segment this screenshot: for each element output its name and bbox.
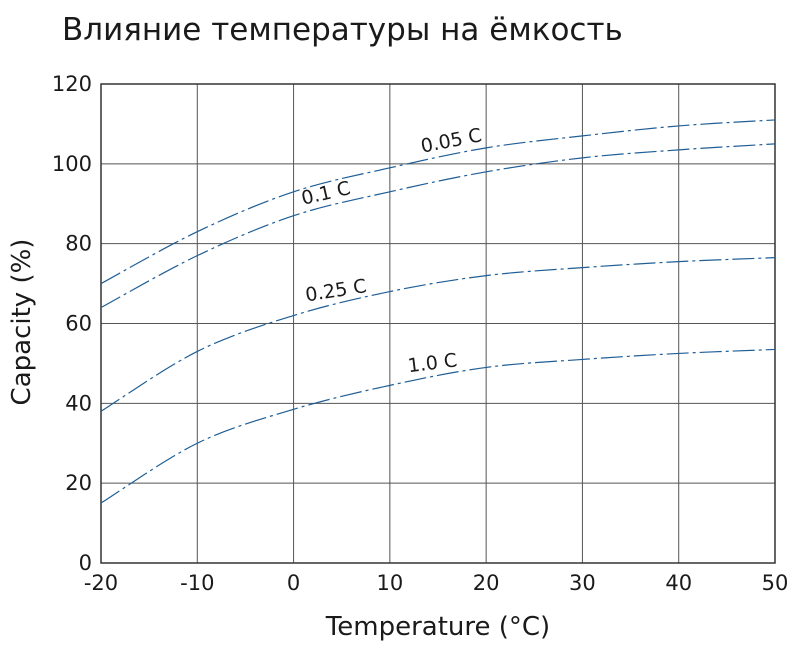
y-tick-labels: 0 20 40 60 80 100 120 [52, 72, 92, 575]
y-axis-label: Capacity (%) [7, 239, 37, 406]
y-tick-label: 80 [65, 232, 92, 256]
x-tick-label: 10 [376, 571, 403, 595]
x-axis-label: Temperature (°C) [325, 612, 550, 642]
y-tick-label: 100 [52, 152, 92, 176]
x-tick-label: 30 [569, 571, 596, 595]
x-tick-labels: -20 -10 0 10 20 30 40 50 [84, 571, 789, 595]
x-tick-label: 50 [762, 571, 789, 595]
x-tick-label: -10 [180, 571, 214, 595]
series-label: 0.1 C [299, 177, 352, 210]
x-tick-label: 0 [287, 571, 300, 595]
series-line [100, 119, 776, 285]
series-lines [100, 119, 776, 504]
grid [100, 83, 776, 564]
series-label: 0.05 C [419, 124, 484, 157]
series-line [100, 348, 776, 504]
y-tick-label: 20 [65, 471, 92, 495]
y-tick-label: 0 [79, 551, 92, 575]
series-label: 0.25 C [304, 275, 368, 306]
series-line [100, 143, 776, 309]
series-line [100, 257, 776, 412]
series-labels: 0.05 C0.1 C0.25 C1.0 C [299, 124, 483, 377]
y-tick-label: 40 [65, 391, 92, 415]
chart-title: Влияние температуры на ёмкость [62, 12, 623, 48]
x-tick-label: 40 [665, 571, 692, 595]
y-tick-label: 120 [52, 72, 92, 96]
plot-frame [100, 83, 776, 564]
x-tick-label: 20 [473, 571, 500, 595]
x-tick-label: -20 [84, 571, 118, 595]
y-tick-label: 60 [65, 312, 92, 336]
